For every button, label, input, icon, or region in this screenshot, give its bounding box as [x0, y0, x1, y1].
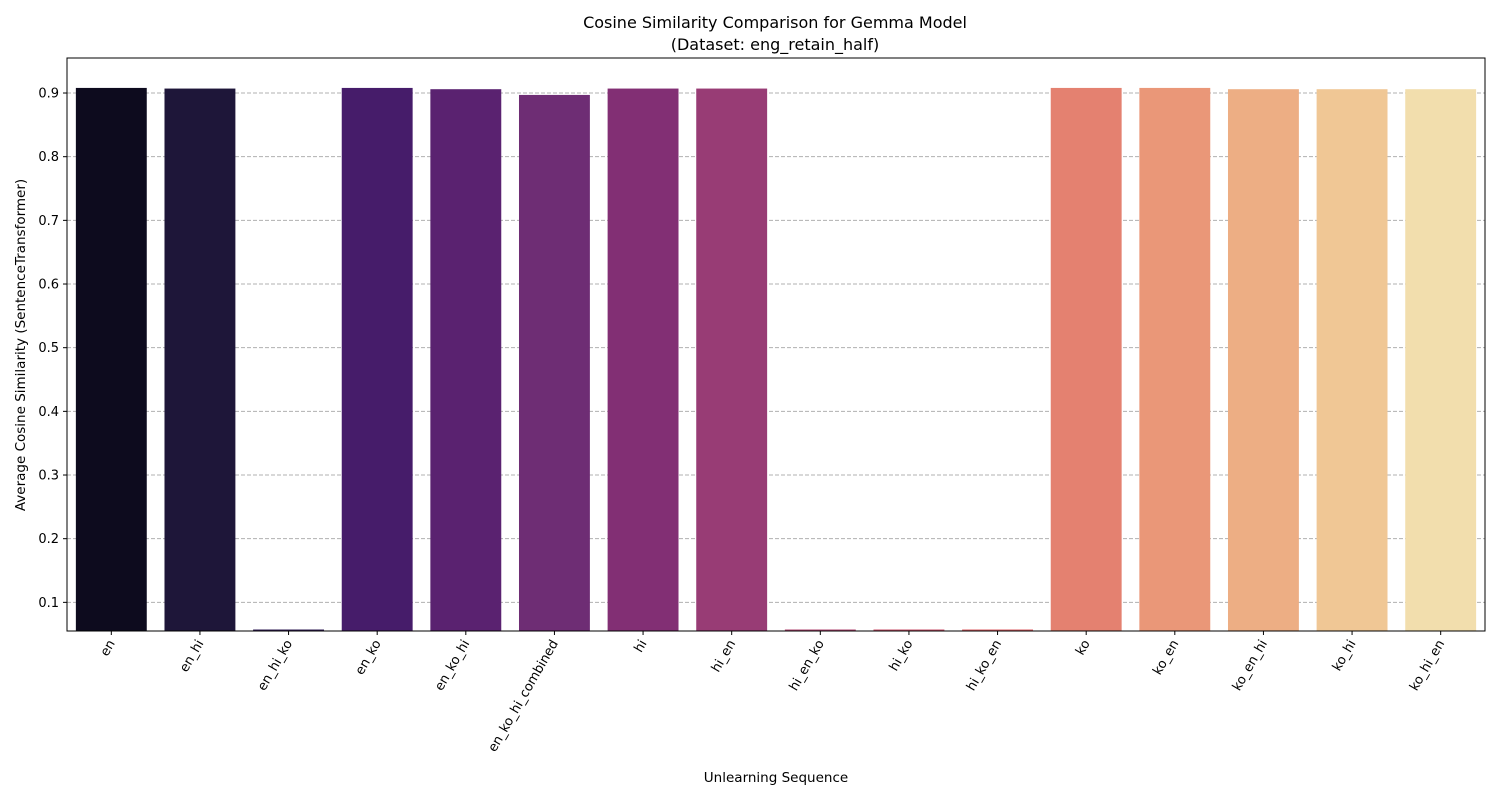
gridlines — [67, 92, 1485, 603]
x-tick-label: ko_hi — [1330, 638, 1360, 674]
plot-frame — [66, 57, 1486, 632]
bar-hi_en_ko — [784, 629, 856, 631]
bar-hi_en — [696, 88, 768, 631]
bar-ko_hi_en — [1405, 89, 1477, 632]
bar-ko_hi — [1316, 89, 1388, 632]
x-tick-label: en_ko — [353, 637, 385, 677]
axes — [63, 57, 1486, 635]
x-tick-label: ko — [1073, 637, 1094, 658]
y-tick-label: 0.5 — [38, 341, 59, 356]
x-tick-label: en_hi — [177, 638, 207, 675]
y-tick-label: 0.9 — [38, 87, 59, 102]
y-tick-label: 0.6 — [38, 278, 59, 293]
y-tick-label: 0.7 — [38, 214, 59, 229]
x-tick-labels: en en_hi en_hi_ko en_ko en_ko_hi en_ko_hi_com… — [98, 637, 1448, 754]
bars — [75, 87, 1477, 632]
bar-ko_en — [1139, 87, 1211, 631]
x-tick-label: ko_en — [1150, 638, 1182, 678]
bar-en_ko_hi — [430, 89, 502, 632]
x-tick-label: en — [98, 638, 119, 660]
x-tick-label: hi — [632, 638, 651, 656]
bar-en — [75, 87, 147, 631]
x-tick-label: hi_en — [709, 638, 739, 675]
bar-hi_ko — [873, 629, 945, 631]
x-tick-label: en_hi_ko — [255, 637, 296, 693]
chart-title: Cosine Similarity Comparison for Gemma M… — [583, 13, 967, 32]
x-tick-label: hi_ko — [887, 637, 917, 673]
chart-subtitle: (Dataset: eng_retain_half) — [671, 35, 880, 55]
bar-hi — [607, 88, 679, 631]
bar-ko — [1050, 87, 1122, 631]
bar-en_ko_hi_combined — [518, 94, 590, 632]
x-tick-label: en_ko_hi — [432, 638, 473, 694]
y-tick-label: 0.2 — [38, 532, 59, 547]
y-tick-label: 0.3 — [38, 469, 59, 484]
x-tick-label: ko_en_hi — [1230, 638, 1271, 694]
y-tick-label: 0.1 — [38, 596, 59, 611]
y-axis-label: Average Cosine Similarity (SentenceTrans… — [13, 179, 29, 511]
x-tick-label: en_ko_hi_combined — [486, 638, 562, 755]
x-axis-label: Unlearning Sequence — [704, 770, 848, 786]
x-tick-label: hi_en_ko — [787, 637, 828, 693]
bar-ko_en_hi — [1227, 89, 1299, 632]
y-tick-label: 0.8 — [38, 150, 59, 165]
bar-en_ko — [341, 87, 413, 631]
x-tick-label: ko_hi_en — [1407, 638, 1448, 694]
y-tick-label: 0.4 — [38, 405, 59, 420]
bar-hi_ko_en — [962, 629, 1034, 631]
bar-en_hi_ko — [253, 629, 325, 631]
bar-en_hi — [164, 88, 236, 631]
y-tick-labels: 0.1 0.2 0.3 0.4 0.5 0.6 0.7 0.8 0.9 — [38, 87, 59, 611]
x-tick-label: hi_ko_en — [964, 638, 1005, 694]
